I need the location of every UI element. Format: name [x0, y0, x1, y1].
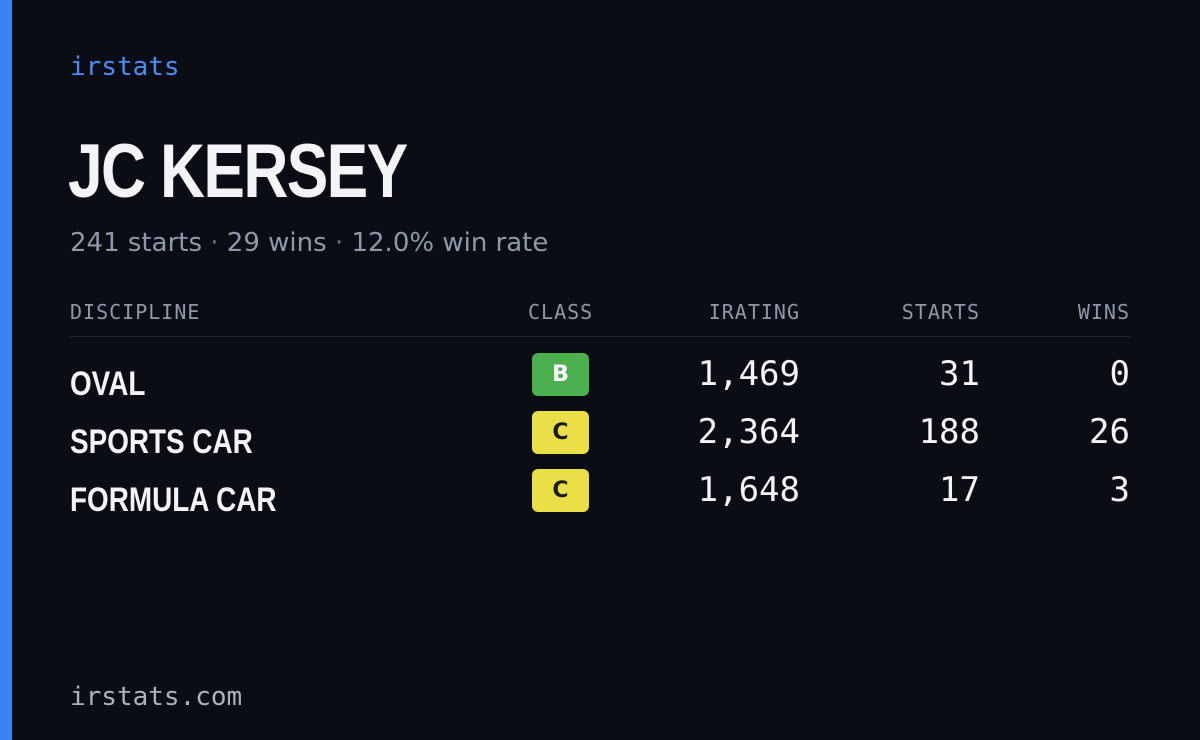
driver-name: JC KERSEY [68, 129, 408, 214]
discipline-label: SPORTS CAR [70, 423, 253, 461]
discipline-label: OVAL [70, 365, 146, 403]
starts-value: 188 [918, 412, 980, 452]
footer-url[interactable]: irstats.com [70, 682, 243, 712]
accent-bar [0, 0, 12, 740]
summary-starts: 241 starts [70, 228, 202, 258]
header-class: CLASS [528, 300, 594, 324]
wins-value: 3 [1109, 470, 1130, 510]
table-header: DISCIPLINE CLASS IRATING STARTS WINS [70, 298, 1130, 337]
brand-logo-text: irstats [70, 52, 180, 82]
summary-separator: · [210, 228, 219, 258]
class-badge: C [532, 411, 589, 454]
header-irating: IRATING [708, 300, 800, 324]
header-wins: WINS [1077, 300, 1130, 324]
class-badge: C [532, 469, 589, 512]
table-row: OVAL B 1,469 31 0 [70, 353, 1130, 411]
irating-value: 1,469 [697, 354, 800, 394]
starts-value: 17 [939, 470, 980, 510]
class-badge: B [532, 353, 589, 396]
starts-value: 31 [939, 354, 980, 394]
summary-separator: · [334, 228, 344, 258]
header-discipline: DISCIPLINE [70, 300, 201, 324]
irating-value: 2,364 [697, 412, 800, 452]
discipline-table: DISCIPLINE CLASS IRATING STARTS WINS OVA… [70, 298, 1130, 527]
table-row: SPORTS CAR C 2,364 188 26 [70, 411, 1130, 469]
header-starts: STARTS [901, 300, 980, 324]
table-body: OVAL B 1,469 31 0 SPORTS CAR C 2,364 188… [70, 337, 1130, 527]
summary-win-rate: 12.0% win rate [351, 228, 549, 258]
wins-value: 0 [1109, 354, 1130, 394]
table-row: FORMULA CAR C 1,648 17 3 [70, 469, 1130, 527]
discipline-label: FORMULA CAR [70, 481, 277, 519]
summary-wins: 29 wins [226, 228, 327, 258]
wins-value: 26 [1089, 412, 1130, 452]
irating-value: 1,648 [697, 470, 800, 510]
driver-summary: 241 starts · 29 wins · 12.0% win rate [70, 228, 548, 259]
